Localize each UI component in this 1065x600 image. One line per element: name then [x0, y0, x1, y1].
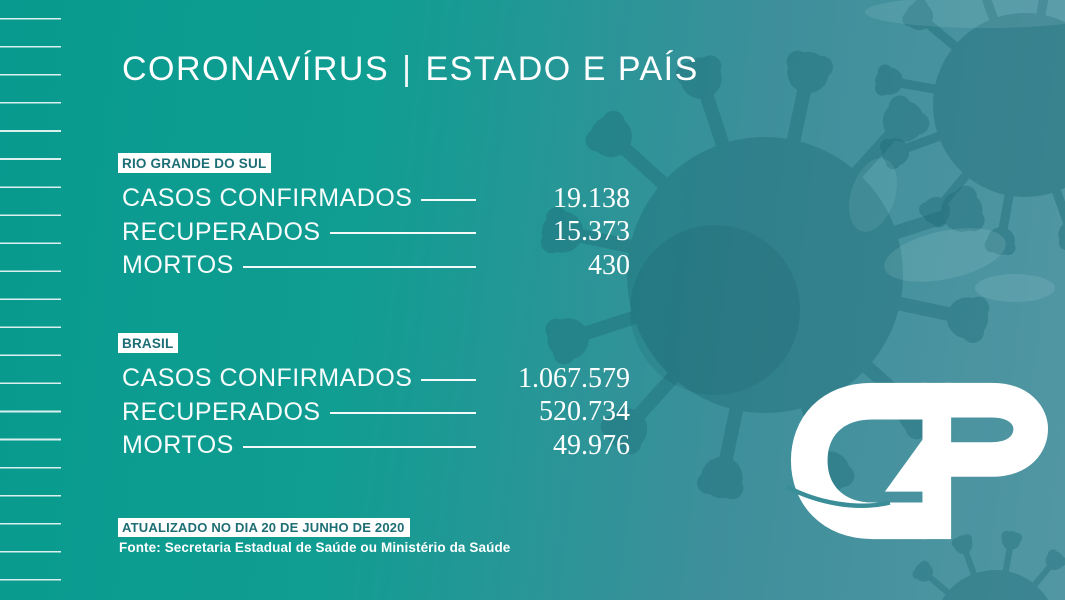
title-right: ESTADO E PAÍS — [425, 50, 699, 88]
leader-line — [242, 445, 476, 448]
stat-row-recuperados: RECUPERADOS 15.373 — [122, 216, 630, 250]
stat-value: 430 — [588, 249, 630, 281]
section-brasil: BRASIL CASOS CONFIRMADOS 1.067.579 RECUP… — [118, 333, 634, 463]
stat-label: CASOS CONFIRMADOS — [122, 364, 413, 393]
stat-value: 15.373 — [553, 216, 630, 248]
logo-g-crossbar — [884, 434, 927, 492]
footer: ATUALIZADO NO DIA 20 DE JUNHO DE 2020 Fo… — [118, 518, 510, 555]
stat-row-mortos: MORTOS 430 — [122, 249, 630, 283]
stat-row-mortos: MORTOS 49.976 — [122, 429, 630, 463]
section-label-badge: RIO GRANDE DO SUL — [118, 153, 272, 173]
stat-value: 1.067.579 — [518, 362, 630, 394]
leader-line — [421, 378, 476, 381]
leader-line — [329, 232, 476, 235]
virus-shading — [630, 225, 800, 395]
stat-label: RECUPERADOS — [122, 397, 321, 426]
light-streak — [865, 0, 1065, 28]
stat-label: MORTOS — [122, 251, 234, 280]
page-title: CORONAVÍRUS | ESTADO E PAÍS — [122, 50, 699, 89]
stat-label: RECUPERADOS — [122, 217, 321, 246]
leader-line — [421, 198, 476, 201]
logo-swoosh — [787, 484, 891, 508]
stat-row-casos-confirmados: CASOS CONFIRMADOS 19.138 — [122, 182, 630, 216]
stat-row-casos-confirmados: CASOS CONFIRMADOS 1.067.579 — [122, 362, 630, 396]
stat-label: CASOS CONFIRMADOS — [122, 184, 413, 213]
light-blob — [975, 274, 1055, 302]
light-blob — [884, 228, 1006, 282]
title-left: CORONAVÍRUS — [122, 50, 390, 88]
stat-value: 520.734 — [539, 396, 630, 428]
stats-rows: CASOS CONFIRMADOS 19.138 RECUPERADOS 15.… — [122, 182, 630, 283]
logo-letter-p-bowl — [945, 382, 1049, 477]
stat-row-recuperados: RECUPERADOS 520.734 — [122, 396, 630, 430]
leader-line — [242, 265, 476, 268]
section-label-badge: BRASIL — [118, 333, 179, 353]
horizontal-lines-decoration — [0, 18, 61, 582]
source-text: Fonte: Secretaria Estadual de Saúde ou M… — [119, 540, 511, 555]
stats-rows: CASOS CONFIRMADOS 1.067.579 RECUPERADOS … — [122, 362, 630, 463]
stat-value: 19.138 — [553, 182, 630, 214]
gp-logo — [787, 382, 1049, 540]
stat-value: 49.976 — [553, 429, 630, 461]
section-rio-grande-do-sul: RIO GRANDE DO SUL CASOS CONFIRMADOS 19.1… — [118, 153, 634, 283]
stat-label: MORTOS — [122, 431, 234, 460]
light-blob — [849, 158, 897, 232]
logo-letter-g — [790, 382, 927, 540]
title-separator: | — [402, 50, 413, 88]
leader-line — [329, 412, 476, 415]
updated-date-badge: ATUALIZADO NO DIA 20 DE JUNHO DE 2020 — [118, 518, 410, 537]
